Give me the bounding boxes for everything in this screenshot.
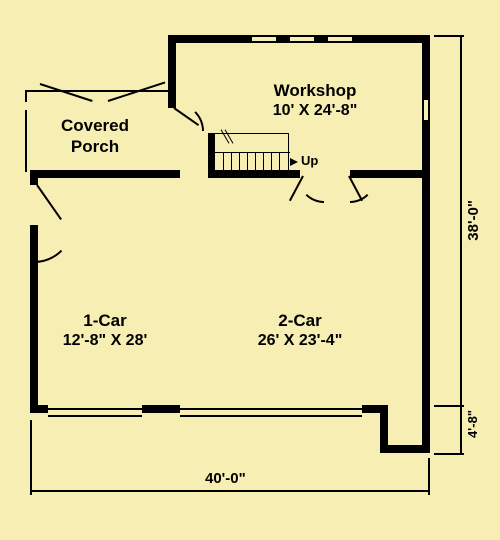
dim-width: 40'-0" [205,470,246,487]
dim-bumpout: 4'-8" [465,410,480,438]
dim-tick [434,453,464,455]
dim-tick [428,458,430,495]
porch-outline [25,90,27,102]
garage-door-2 [180,408,362,410]
stairs [214,133,289,171]
room-name: 1-Car [40,310,170,331]
dim-tick [30,420,32,495]
wall [422,120,430,405]
door-arc [324,151,376,203]
wall [168,35,176,90]
porch-outline [25,110,27,172]
window [422,98,430,122]
porch-roof [40,83,93,102]
dim-line [460,35,462,455]
stair-arrow [290,158,298,166]
wall [422,35,430,100]
floor-plan: Up Workshop 10' X 24'-8" Covered Porch 1… [30,35,430,435]
garage-door-1 [48,408,142,410]
garage-door-2 [180,415,362,417]
room-name: Workshop [230,80,400,101]
dim-tick [434,35,464,37]
porch-label: Covered Porch [35,115,155,158]
dim-tick [434,405,464,407]
porch-outline [25,90,173,92]
car2-label: 2-Car 26' X 23'-4" [220,310,380,351]
window [288,35,316,43]
wall [362,405,388,413]
window [326,35,354,43]
door-arc [148,103,204,159]
garage-door-1 [48,415,142,417]
wall [168,90,176,108]
wall [142,405,180,413]
room-dim: 26' X 23'-4" [220,331,380,351]
wall [30,170,180,178]
room-dim: 12'-8" X 28' [40,331,170,351]
dim-height: 38'-0" [465,200,482,241]
wall [350,170,430,178]
door-leaf [36,184,62,220]
door-arc [0,183,74,263]
stair-up-label: Up [301,153,318,168]
car1-label: 1-Car 12'-8" X 28' [40,310,170,351]
room-name: Covered Porch [35,115,155,158]
room-dim: 10' X 24'-8" [230,101,400,121]
dim-line [30,490,430,492]
window [250,35,278,43]
wall [208,170,300,178]
workshop-label: Workshop 10' X 24'-8" [230,80,400,121]
room-name: 2-Car [220,310,380,331]
